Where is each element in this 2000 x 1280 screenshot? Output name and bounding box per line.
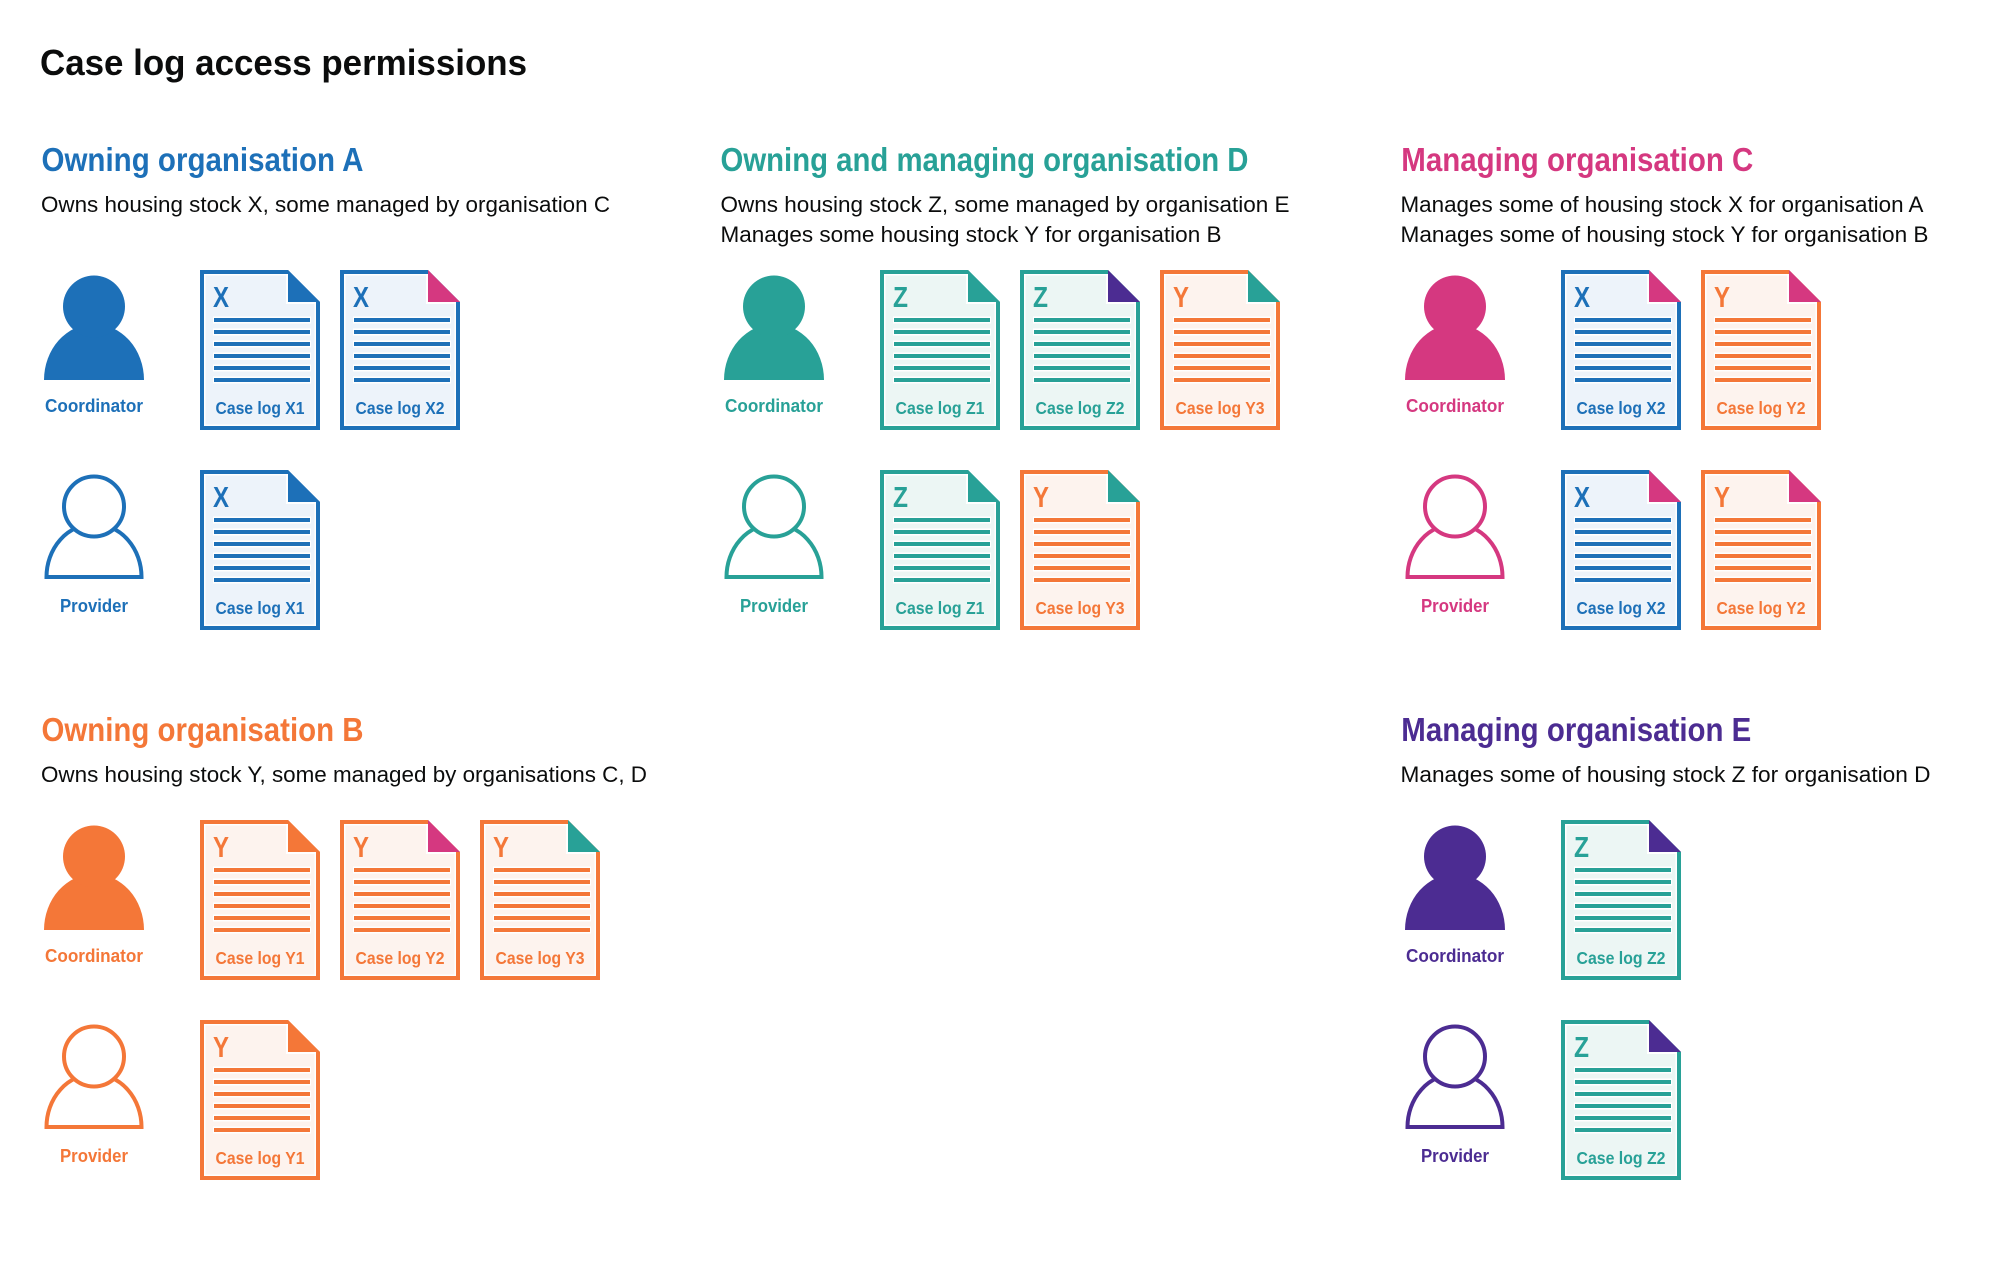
svg-text:Z: Z	[1574, 832, 1589, 864]
svg-text:Provider: Provider	[740, 595, 808, 616]
svg-text:Y: Y	[1033, 482, 1049, 514]
svg-text:Case log access permissions: Case log access permissions	[40, 42, 527, 83]
svg-text:Provider: Provider	[1421, 595, 1489, 616]
svg-text:Case log Z2: Case log Z2	[1577, 1148, 1666, 1168]
svg-text:Case log Z1: Case log Z1	[896, 398, 985, 418]
svg-text:Owning and managing organisati: Owning and managing organisation D	[721, 141, 1249, 178]
svg-text:X: X	[1574, 482, 1591, 514]
svg-text:X: X	[213, 282, 230, 314]
svg-text:Z: Z	[893, 482, 908, 514]
svg-text:Manages some of housing stock: Manages some of housing stock Y for orga…	[1401, 222, 1929, 247]
svg-text:Managing organisation C: Managing organisation C	[1401, 141, 1753, 178]
svg-text:Owns housing stock Y, some man: Owns housing stock Y, some managed by or…	[41, 762, 647, 787]
svg-text:Y: Y	[213, 1032, 229, 1064]
svg-text:Y: Y	[1714, 482, 1730, 514]
svg-text:Y: Y	[1173, 282, 1189, 314]
svg-text:Owns housing stock Z, some man: Owns housing stock Z, some managed by or…	[721, 192, 1290, 217]
svg-text:Case log Y1: Case log Y1	[216, 1148, 305, 1168]
svg-text:Case log Y3: Case log Y3	[496, 948, 585, 968]
svg-text:Case log Y2: Case log Y2	[1717, 398, 1806, 418]
svg-text:Case log Y3: Case log Y3	[1176, 398, 1265, 418]
svg-text:Case log Y2: Case log Y2	[1717, 598, 1806, 618]
svg-text:Case log X2: Case log X2	[356, 398, 445, 418]
svg-text:Coordinator: Coordinator	[725, 395, 823, 416]
svg-text:Coordinator: Coordinator	[1406, 945, 1504, 966]
svg-text:Coordinator: Coordinator	[45, 945, 143, 966]
svg-text:Case log Y1: Case log Y1	[216, 948, 305, 968]
svg-text:Coordinator: Coordinator	[45, 395, 143, 416]
svg-text:Owning organisation B: Owning organisation B	[42, 711, 364, 748]
svg-text:Z: Z	[1033, 282, 1048, 314]
svg-text:Owning organisation A: Owning organisation A	[42, 141, 364, 178]
svg-text:Y: Y	[353, 832, 369, 864]
svg-text:Owns housing stock X, some man: Owns housing stock X, some managed by or…	[41, 192, 610, 217]
svg-text:Coordinator: Coordinator	[1406, 395, 1504, 416]
svg-text:Provider: Provider	[1421, 1145, 1489, 1166]
svg-text:Case log X1: Case log X1	[216, 598, 305, 618]
svg-text:Provider: Provider	[60, 1145, 128, 1166]
svg-text:Managing organisation E: Managing organisation E	[1401, 711, 1751, 748]
svg-text:Case log Z1: Case log Z1	[896, 598, 985, 618]
svg-text:Case log X2: Case log X2	[1577, 598, 1666, 618]
svg-text:Y: Y	[1714, 282, 1730, 314]
svg-text:Manages some housing stock Y f: Manages some housing stock Y for organis…	[721, 222, 1222, 247]
svg-text:Manages some of housing stock: Manages some of housing stock Z for orga…	[1401, 762, 1931, 787]
svg-text:Y: Y	[213, 832, 229, 864]
svg-text:Case log X2: Case log X2	[1577, 398, 1666, 418]
svg-text:Y: Y	[493, 832, 509, 864]
svg-text:Case log X1: Case log X1	[216, 398, 305, 418]
svg-text:Case log Z2: Case log Z2	[1036, 398, 1125, 418]
svg-text:Z: Z	[1574, 1032, 1589, 1064]
svg-text:Case log Z2: Case log Z2	[1577, 948, 1666, 968]
svg-text:Case log Y2: Case log Y2	[356, 948, 445, 968]
svg-text:Manages some of housing stock: Manages some of housing stock X for orga…	[1401, 192, 1924, 217]
svg-text:X: X	[1574, 282, 1591, 314]
svg-text:X: X	[353, 282, 370, 314]
svg-text:Case log Y3: Case log Y3	[1036, 598, 1125, 618]
svg-text:Z: Z	[893, 282, 908, 314]
svg-text:X: X	[213, 482, 230, 514]
svg-text:Provider: Provider	[60, 595, 128, 616]
